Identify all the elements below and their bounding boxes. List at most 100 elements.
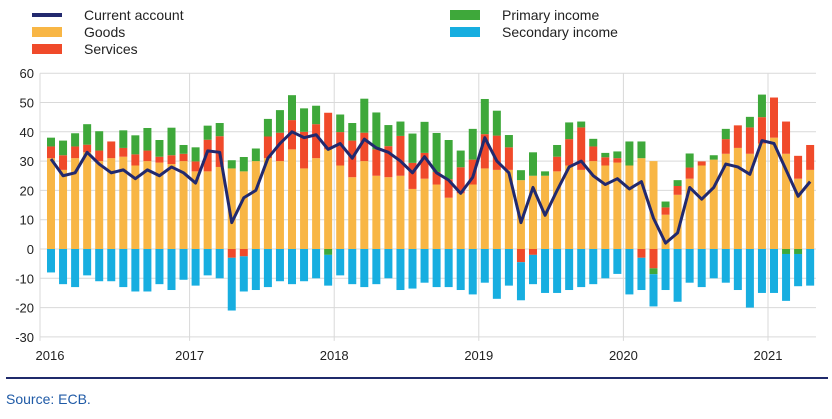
- bar-secondary: [251, 249, 260, 291]
- bar-primary: [95, 131, 104, 151]
- legend-label: Services: [84, 41, 138, 57]
- bar-secondary: [577, 249, 586, 288]
- bar-goods: [408, 188, 417, 249]
- bar-goods: [119, 156, 128, 249]
- bar-services: [529, 249, 537, 255]
- bar-goods: [589, 161, 598, 249]
- bar-services: [649, 249, 658, 269]
- bar-services: [143, 150, 152, 162]
- bar-secondary: [227, 257, 236, 311]
- bar-services: [95, 150, 104, 162]
- bar-goods: [107, 158, 116, 249]
- bar-goods: [577, 169, 586, 249]
- bar-goods: [143, 161, 152, 249]
- bar-secondary: [300, 249, 309, 282]
- y-tick-label: 0: [27, 242, 34, 257]
- bar-services: [119, 147, 128, 157]
- bar-services: [589, 146, 598, 162]
- bar-services: [577, 127, 586, 170]
- bar-primary: [263, 118, 272, 137]
- bar-goods: [601, 165, 610, 249]
- bar-goods: [203, 171, 212, 249]
- bar-goods: [263, 158, 272, 249]
- source-divider: [6, 377, 828, 379]
- bar-services: [794, 155, 803, 179]
- bar-secondary: [456, 249, 465, 291]
- bar-secondary: [504, 249, 513, 286]
- bar-services: [504, 147, 513, 170]
- bar-goods: [456, 193, 465, 249]
- legend-services: Services: [32, 41, 138, 57]
- bar-goods: [432, 184, 441, 249]
- bar-primary: [504, 135, 513, 148]
- bar-secondary: [709, 249, 718, 279]
- y-tick-label: 40: [20, 125, 34, 140]
- bar-goods: [227, 168, 236, 249]
- bar-services: [396, 135, 405, 176]
- bar-primary: [191, 147, 200, 162]
- x-tick-label: 2018: [320, 348, 349, 363]
- y-tick-label: -30: [15, 330, 34, 345]
- bar-primary: [396, 121, 405, 136]
- bar-goods: [721, 153, 730, 249]
- bar-services: [107, 141, 116, 159]
- bar-primary: [649, 268, 658, 275]
- bar-primary: [577, 121, 586, 128]
- bar-services: [191, 161, 200, 172]
- bar-services: [492, 135, 501, 170]
- bar-secondary: [263, 249, 272, 288]
- bar-primary: [348, 123, 357, 141]
- bar-primary: [553, 144, 562, 157]
- bar-services: [806, 144, 815, 170]
- bar-services: [733, 125, 742, 148]
- bar-primary: [59, 140, 68, 156]
- bar-goods: [372, 175, 381, 249]
- bar-services: [553, 156, 562, 172]
- bar-secondary: [420, 249, 429, 283]
- legend-label: Current account: [84, 7, 184, 23]
- legend-label: Goods: [84, 24, 126, 40]
- bar-primary: [721, 128, 730, 140]
- bar-secondary: [107, 249, 116, 282]
- bar-goods: [47, 158, 55, 249]
- y-tick-label: 10: [20, 213, 34, 228]
- bar-services: [155, 156, 164, 163]
- bar-primary: [227, 160, 236, 169]
- bar-goods: [215, 166, 224, 249]
- bar-goods: [288, 149, 296, 249]
- bar-goods: [806, 169, 815, 249]
- bar-goods: [384, 177, 393, 249]
- bar-goods: [529, 175, 537, 249]
- bar-primary: [143, 127, 152, 151]
- bar-primary: [492, 110, 501, 136]
- bar-primary: [324, 249, 333, 255]
- bar-secondary: [649, 274, 658, 307]
- bar-primary: [709, 155, 718, 160]
- bar-goods: [625, 165, 634, 249]
- bar-primary: [384, 125, 393, 147]
- bar-secondary: [770, 249, 778, 293]
- bar-goods: [613, 162, 622, 249]
- bar-secondary: [47, 249, 55, 273]
- bar-goods: [336, 165, 345, 249]
- bar-services: [420, 152, 429, 179]
- bar-goods: [420, 178, 429, 249]
- bar-goods: [553, 171, 562, 249]
- bar-services: [239, 249, 248, 257]
- legend-label: Primary income: [502, 7, 600, 23]
- bar-primary: [601, 152, 610, 158]
- bar-services: [444, 179, 453, 198]
- tick-labels: -30 -20 -10 0 10 20 30 40 50 60 2016 2017 2018 2019 20…: [15, 66, 782, 363]
- legend-swatch-services: [32, 44, 62, 54]
- bar-secondary: [721, 249, 730, 283]
- bar-secondary: [661, 249, 670, 291]
- bar-services: [685, 167, 694, 179]
- bar-primary: [155, 140, 164, 157]
- bar-services: [697, 161, 706, 166]
- legend-swatch-primary: [450, 10, 480, 20]
- bar-goods: [239, 171, 248, 249]
- bar-secondary: [733, 249, 742, 291]
- bar-services: [516, 249, 525, 263]
- bar-goods: [468, 184, 477, 249]
- y-tick-label: 60: [20, 66, 34, 81]
